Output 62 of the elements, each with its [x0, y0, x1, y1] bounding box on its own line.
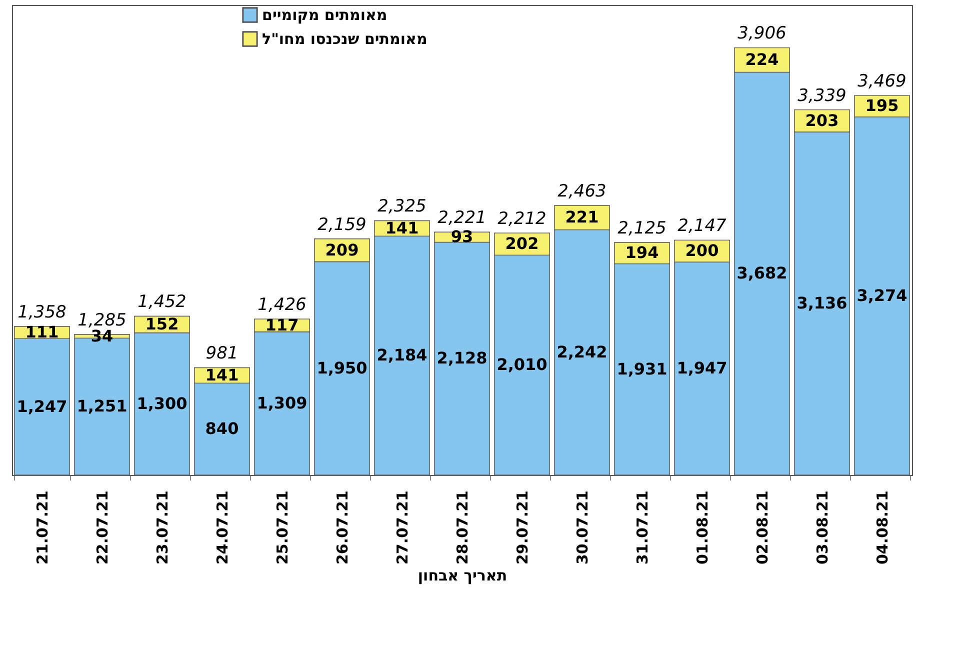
- x-tick-label: 23.07.21: [154, 490, 172, 565]
- data-label: 194: [625, 243, 659, 262]
- total-label: 2,463: [558, 182, 606, 202]
- data-label: 1,309: [256, 393, 308, 412]
- data-label: 209: [325, 240, 359, 260]
- x-tick-label: 03.08.21: [814, 490, 832, 565]
- x-tick-label: 27.07.21: [394, 490, 412, 565]
- data-label: 1,300: [136, 394, 188, 413]
- x-tick-label: 01.08.21: [694, 490, 712, 565]
- data-label: 2,010: [496, 355, 548, 374]
- total-label: 3,906: [738, 24, 787, 44]
- data-label: 111: [25, 322, 59, 342]
- total-label: 2,159: [318, 214, 366, 235]
- data-label: 840: [205, 419, 239, 438]
- data-label: 200: [685, 241, 719, 260]
- x-tick-label: 29.07.21: [514, 490, 532, 565]
- x-tick-label: 24.07.21: [214, 490, 232, 565]
- data-label: 141: [385, 218, 419, 238]
- x-tick-label: 31.07.21: [634, 490, 652, 565]
- data-label: 117: [265, 315, 299, 334]
- data-label: 141: [205, 365, 239, 384]
- total-label: 2,221: [438, 208, 486, 228]
- data-label: 1,251: [76, 396, 128, 416]
- x-tick-label: 21.07.21: [34, 490, 52, 565]
- data-label: 2,242: [556, 342, 608, 362]
- x-tick-label: 02.08.21: [754, 490, 772, 565]
- x-tick-label: 04.08.21: [874, 490, 892, 565]
- x-tick-label: 25.07.21: [274, 490, 292, 565]
- total-label: 1,426: [258, 295, 307, 316]
- data-label: 3,136: [796, 293, 848, 312]
- total-label: 3,469: [858, 72, 906, 92]
- x-tick-label: 30.07.21: [574, 490, 592, 565]
- data-label: 195: [865, 96, 899, 116]
- data-label: 3,274: [856, 286, 908, 305]
- data-label: 93: [450, 227, 474, 246]
- total-label: 1,452: [138, 292, 186, 312]
- data-label: 203: [805, 110, 839, 130]
- data-label: 3,682: [736, 264, 788, 283]
- legend-label: מאומתים שנכנסו מחו"ל: [262, 30, 428, 48]
- data-label: 224: [745, 50, 779, 69]
- total-label: 2,325: [378, 196, 426, 217]
- data-label: 1,247: [16, 396, 68, 416]
- total-label: 981: [206, 344, 238, 364]
- total-label: 2,212: [498, 209, 546, 230]
- data-label: 1,950: [316, 358, 368, 378]
- total-label: 2,125: [618, 218, 666, 239]
- x-tick-label: 26.07.21: [334, 490, 352, 565]
- data-label: 1,931: [616, 359, 668, 378]
- total-label: 2,147: [678, 216, 727, 236]
- x-tick-label: 28.07.21: [454, 490, 472, 565]
- data-label: 2,184: [376, 346, 428, 365]
- data-label: 202: [505, 234, 539, 254]
- data-label: 221: [565, 208, 599, 227]
- legend-label: מאומתים מקומיים: [262, 6, 388, 24]
- data-label: 152: [145, 314, 179, 334]
- total-label: 3,339: [798, 86, 846, 106]
- x-axis-title: תאריך אבחון: [418, 566, 508, 585]
- x-tick-label: 22.07.21: [94, 490, 112, 565]
- total-label: 1,358: [18, 302, 67, 322]
- data-label: 2,128: [436, 348, 488, 368]
- data-label: 1,947: [676, 358, 728, 378]
- total-label: 1,285: [78, 310, 126, 330]
